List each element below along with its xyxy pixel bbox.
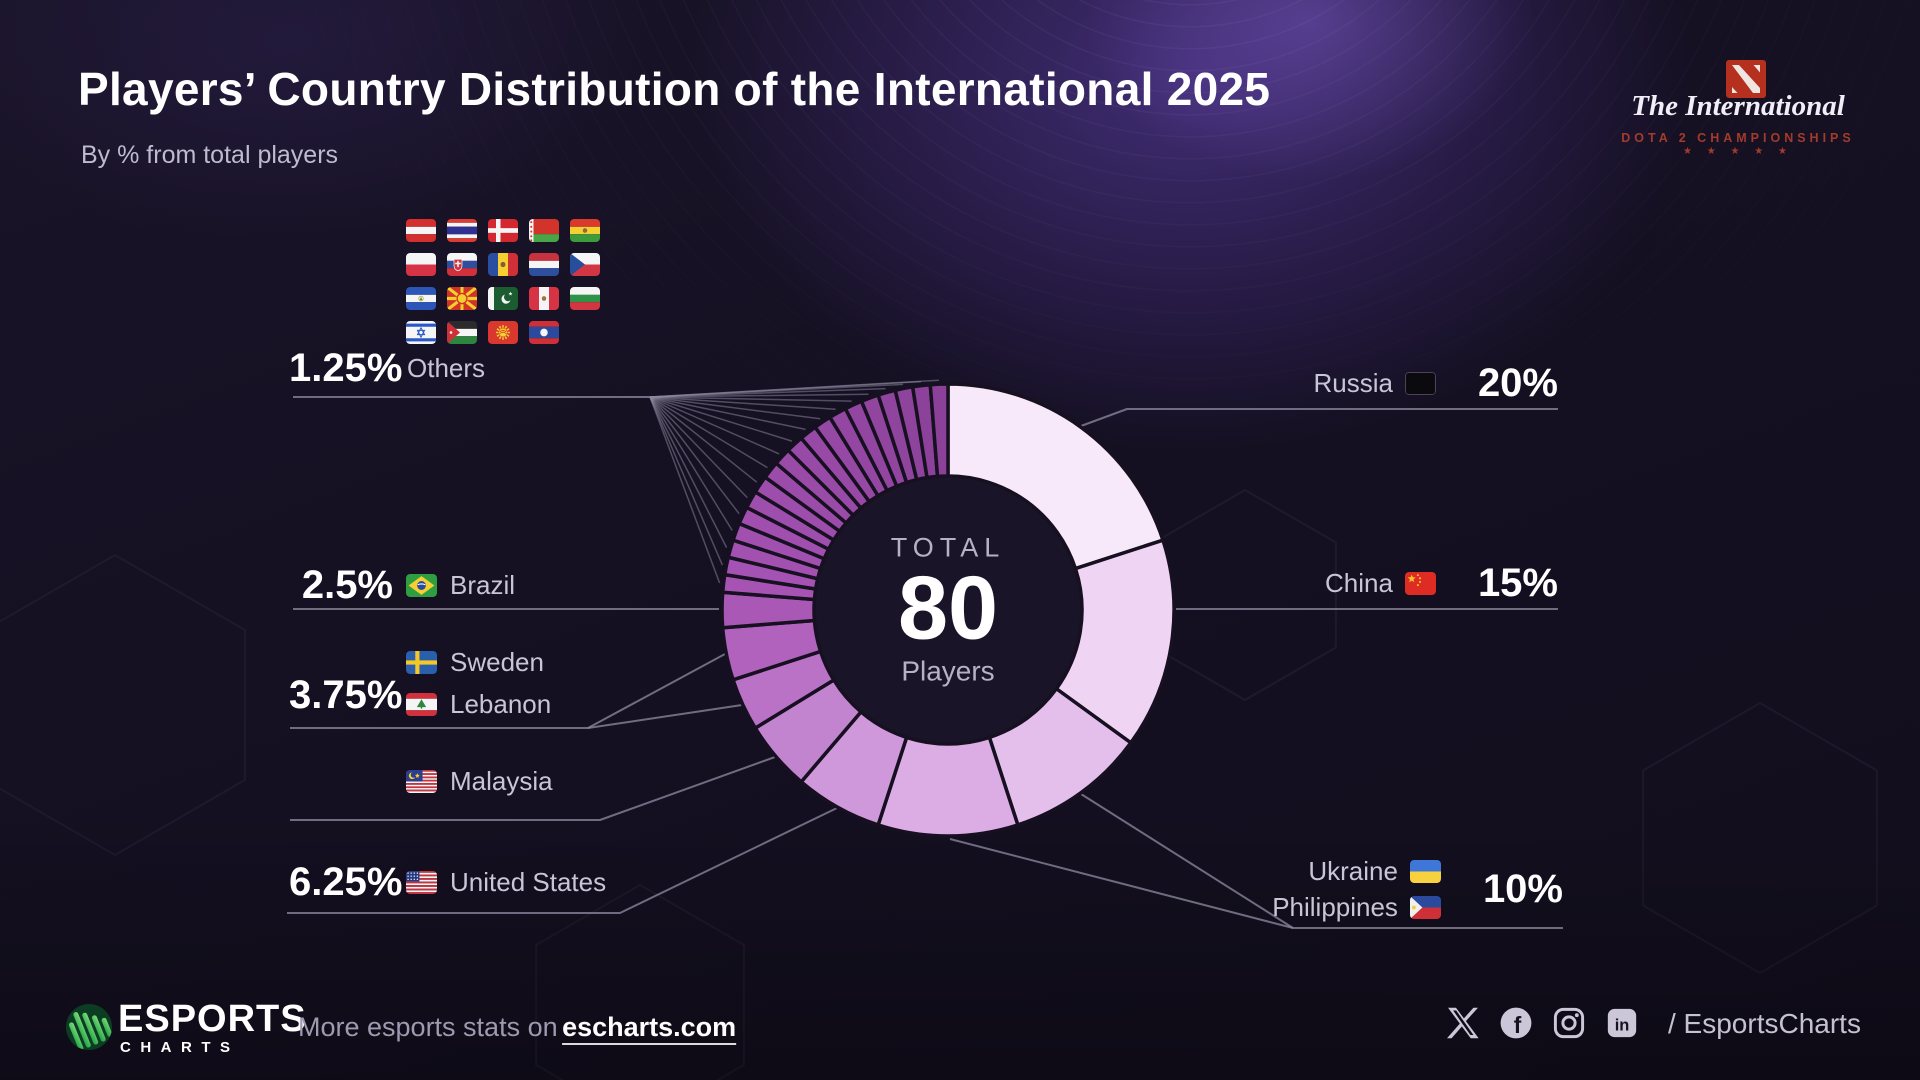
callout-united-states: 6.25% United States — [289, 860, 606, 905]
svg-text:f: f — [1514, 1012, 1522, 1038]
callout-sweden-lebanon: 3.75% Sweden Lebanon — [289, 647, 551, 720]
x-twitter-icon[interactable] — [1446, 1006, 1480, 1040]
bulgaria-flag-icon — [570, 287, 600, 310]
ukraine-label: Ukraine — [1308, 856, 1398, 886]
el_salvador-flag-icon — [406, 287, 436, 310]
others-percent: 1.25% — [289, 346, 403, 390]
social-bar: f in — [1446, 1006, 1639, 1040]
united-states-label: United States — [450, 867, 607, 897]
czechia-flag-icon — [570, 253, 600, 276]
linkedin-icon[interactable]: in — [1605, 1006, 1639, 1040]
netherlands-flag-icon — [529, 253, 559, 276]
facebook-icon[interactable]: f — [1499, 1006, 1533, 1040]
lebanon-row: Lebanon — [393, 689, 551, 720]
philippines-label: Philippines — [1272, 892, 1398, 922]
russia-flag-icon — [1404, 372, 1436, 395]
peru-flag-icon — [529, 287, 559, 310]
philippines-row: Philippines — [1272, 892, 1441, 923]
slovakia-flag-icon — [447, 253, 477, 276]
brazil-flag-icon — [406, 574, 437, 597]
moldova-flag-icon — [488, 253, 518, 276]
center-players-label: Players — [901, 655, 995, 687]
event-logo-subtitle: DOTA 2 CHAMPIONSHIPS — [1621, 131, 1855, 145]
escharts-logo-icon — [66, 1004, 112, 1055]
china-percent: 15% — [1477, 561, 1558, 605]
lebanon-flag-icon — [406, 693, 437, 716]
center-total-value: 80 — [897, 558, 999, 659]
sweden-label: Sweden — [450, 647, 544, 677]
instagram-icon[interactable] — [1552, 1006, 1586, 1040]
callout-china: China 15% — [1325, 561, 1558, 606]
sweden-row: Sweden — [393, 647, 544, 678]
callout-malaysia: Malaysia — [289, 766, 553, 797]
jordan-flag-icon — [447, 321, 477, 344]
united-states-percent: 6.25% — [289, 860, 403, 904]
page-title: Players’ Country Distribution of the Int… — [78, 63, 1271, 115]
others-label: Others — [407, 353, 486, 383]
escharts-link[interactable]: escharts.com — [562, 1012, 737, 1042]
donut-slice-laos[interactable] — [928, 382, 950, 479]
svg-text:in: in — [1615, 1016, 1630, 1034]
donut-center-label: TOTAL 80 Players — [788, 533, 1108, 688]
pakistan-flag-icon — [488, 287, 518, 310]
donut-slice-russia[interactable] — [946, 382, 1166, 571]
brand-esports: ESPORTS — [118, 998, 307, 1040]
china-flag-icon — [1404, 572, 1436, 595]
china-label: China — [1325, 568, 1393, 598]
event-logo-title: The International — [1631, 90, 1845, 122]
callout-others: 1.25% Others — [289, 346, 485, 391]
callout-brazil: 2.5% Brazil — [289, 563, 515, 608]
footer-stats-line: More esports stats on escharts.com — [298, 1012, 736, 1043]
center-total-label: TOTAL — [890, 532, 1006, 563]
social-handle: / EsportsCharts — [1668, 1008, 1861, 1039]
brand-charts: CHARTS — [120, 1039, 240, 1056]
israel-flag-icon — [406, 321, 436, 344]
callout-ukraine-philippines: Ukraine Philippines 10% — [1272, 856, 1563, 923]
lebanon-label: Lebanon — [450, 689, 552, 719]
callout-russia: Russia 20% — [1313, 361, 1558, 406]
thailand-flag-icon — [447, 219, 477, 242]
kyrgyzstan-flag-icon — [488, 321, 518, 344]
ukraine-row: Ukraine — [1308, 856, 1441, 887]
laos-flag-icon — [529, 321, 559, 344]
page-subtitle: By % from total players — [81, 141, 339, 169]
north_macedonia-flag-icon — [447, 287, 477, 310]
malaysia-label: Malaysia — [450, 766, 553, 796]
united-states-flag-icon — [406, 871, 437, 894]
belarus-flag-icon — [529, 219, 559, 242]
brazil-label: Brazil — [450, 570, 516, 600]
event-logo-stars: ★ ★ ★ ★ ★ — [1683, 146, 1793, 157]
sweden-lebanon-percent: 3.75% — [289, 673, 403, 717]
malaysia-flag-icon — [406, 770, 437, 793]
donut-center-disc — [814, 476, 1082, 744]
footer-more-text: More esports stats on — [298, 1012, 558, 1042]
dota2-logo-icon — [1726, 60, 1766, 103]
austria-flag-icon — [406, 219, 436, 242]
russia-label: Russia — [1313, 368, 1393, 398]
ukraine-philippines-percent: 10% — [1482, 867, 1563, 911]
denmark-flag-icon — [488, 219, 518, 242]
brazil-percent: 2.5% — [301, 563, 393, 607]
sweden-flag-icon — [406, 651, 437, 674]
russia-percent: 20% — [1477, 361, 1558, 405]
ukraine-flag-icon — [1409, 860, 1441, 883]
others-flags-grid — [406, 219, 600, 344]
philippines-flag-icon — [1409, 896, 1441, 919]
poland-flag-icon — [406, 253, 436, 276]
bolivia-flag-icon — [570, 219, 600, 242]
